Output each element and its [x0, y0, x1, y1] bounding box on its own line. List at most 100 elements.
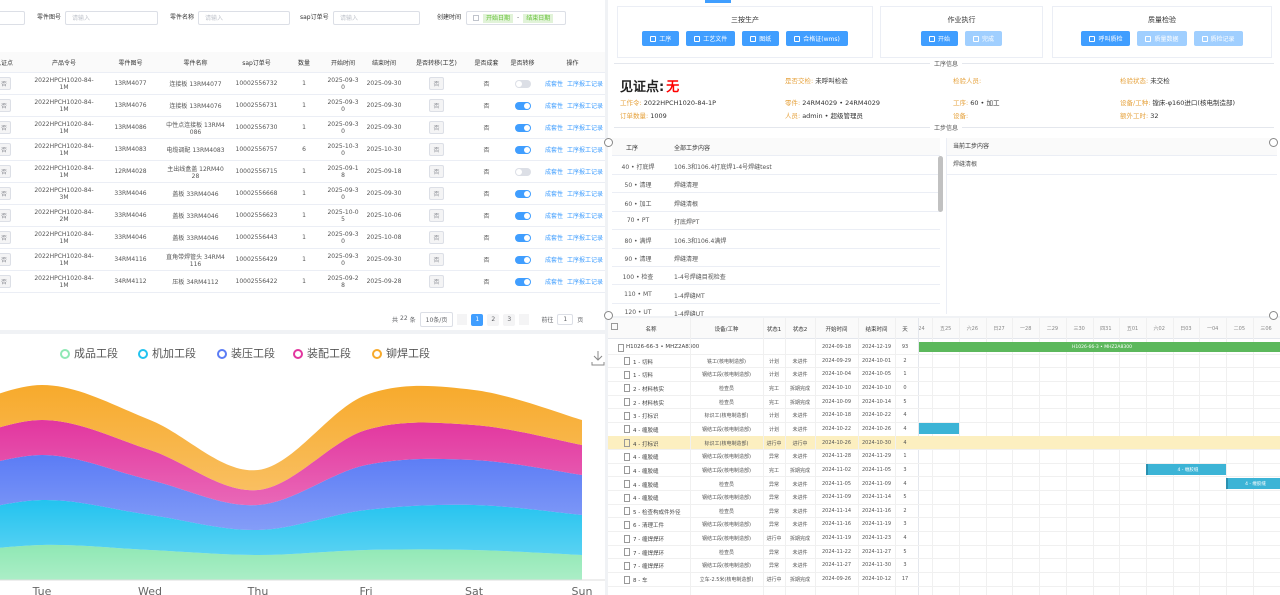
- goto-input[interactable]: 1: [557, 314, 574, 325]
- gantt-bar[interactable]: 4 - 缠胶缝: [1145, 464, 1226, 475]
- action-link[interactable]: 成套性: [545, 125, 564, 132]
- button[interactable]: 图纸: [742, 31, 780, 46]
- button[interactable]: 呼叫质检: [1081, 31, 1131, 46]
- action-link[interactable]: 成套性: [545, 235, 564, 242]
- action-link[interactable]: 工序报工记录: [567, 279, 604, 286]
- filter-input[interactable]: 请输入: [198, 11, 290, 25]
- button[interactable]: 工艺文件: [686, 31, 736, 46]
- field: 设备:: [953, 110, 968, 120]
- task-icon: [624, 357, 630, 366]
- button[interactable]: 质量数据: [1137, 31, 1187, 46]
- toggle[interactable]: [514, 189, 531, 198]
- date-range[interactable]: 开始日期 - 结束日期: [466, 11, 566, 25]
- toggle[interactable]: [514, 277, 531, 286]
- toggle[interactable]: [514, 123, 531, 132]
- button[interactable]: 开始: [920, 31, 958, 46]
- day-line: [1039, 318, 1041, 595]
- toggle[interactable]: [514, 167, 531, 176]
- task-name: 3 - 打标识: [633, 414, 659, 421]
- action-link[interactable]: 成套性: [545, 191, 564, 198]
- handle: [604, 311, 613, 320]
- action-link[interactable]: 成套性: [545, 279, 564, 286]
- action-link[interactable]: 成套性: [545, 213, 564, 220]
- task-name: 8 - 车: [633, 578, 648, 585]
- table-cell: 否: [468, 138, 505, 161]
- current-step: 当前工步内容 焊缝清根: [946, 138, 1277, 314]
- action-link[interactable]: 工序报工记录: [567, 213, 604, 220]
- field-label: 零件:: [785, 99, 801, 107]
- task-status2: 进行中: [792, 440, 808, 447]
- gantt-row: [608, 408, 1280, 423]
- action-cell: 成套性 工序报工记录: [540, 270, 605, 293]
- action-link[interactable]: 工序报工记录: [567, 103, 604, 110]
- tag: 否: [429, 99, 444, 112]
- step-code: 80 • 满焊: [624, 237, 652, 245]
- action-link[interactable]: 成套性: [545, 103, 564, 110]
- toggle[interactable]: [514, 211, 531, 220]
- field-label: 人员:: [785, 112, 801, 120]
- gantt-bar[interactable]: 4 - 缠胶缝: [1226, 478, 1280, 489]
- column-header: 零件图号: [98, 52, 163, 73]
- gantt-bar[interactable]: [919, 423, 959, 435]
- button[interactable]: 合格证(wms): [786, 31, 848, 46]
- step-row: 90 • 清理 焊缝清理: [612, 248, 940, 267]
- action-link[interactable]: 工序报工记录: [567, 169, 604, 176]
- column-header: 名称: [645, 327, 657, 333]
- toggle[interactable]: [514, 79, 531, 88]
- table-cell: 34RM4116: [98, 248, 163, 271]
- page-button[interactable]: 3: [503, 313, 516, 326]
- action-link[interactable]: 工序报工记录: [567, 81, 604, 88]
- task-days: 17: [901, 576, 909, 583]
- action-link[interactable]: 工序报工记录: [567, 191, 604, 198]
- task-start: 2024-11-14: [821, 507, 852, 514]
- table-cell: 2022HPCH1020-84-1M: [30, 270, 98, 293]
- table-cell: 电缆调配 13RM4083: [163, 138, 228, 161]
- button[interactable]: 工序: [642, 31, 680, 46]
- table-cell: 1: [285, 72, 323, 95]
- field-label: 检验状态:: [1120, 77, 1149, 85]
- action-link[interactable]: 成套性: [545, 81, 564, 88]
- action-link[interactable]: 成套性: [545, 147, 564, 154]
- column-header: 开始时间: [323, 52, 363, 73]
- action-link[interactable]: 工序报工记录: [567, 147, 604, 154]
- next-button[interactable]: [519, 314, 530, 325]
- toggle[interactable]: [514, 233, 531, 242]
- tab-indicator: [705, 0, 731, 3]
- table-cell: 10002556757: [228, 138, 285, 161]
- page-button[interactable]: 1: [471, 313, 484, 326]
- action-link[interactable]: 工序报工记录: [567, 125, 604, 132]
- button-label: 工序: [659, 36, 672, 43]
- filter-input[interactable]: 请输入: [333, 11, 420, 25]
- table-cell: 否: [468, 248, 505, 271]
- gantt-bar[interactable]: H1026-66-3 • MHZ2A8300: [919, 341, 1280, 353]
- prev-button[interactable]: [457, 314, 468, 325]
- field-label: 是否交检:: [785, 77, 814, 85]
- table-cell: 否: [405, 226, 468, 249]
- action-link[interactable]: 工序报工记录: [567, 257, 604, 264]
- witness: 见证点: 无: [620, 76, 679, 95]
- toggle[interactable]: [514, 101, 531, 110]
- page-size[interactable]: 10条/页: [419, 312, 454, 327]
- input[interactable]: [0, 11, 25, 25]
- table-cell: 33RM4046: [98, 182, 163, 205]
- toggle[interactable]: [514, 145, 531, 154]
- timeline-label: 二29: [1046, 326, 1059, 332]
- filter-input[interactable]: 请输入: [65, 11, 158, 25]
- task-days: 1: [903, 453, 907, 460]
- table-row: 否 2022HPCH1020-84-1M 34RM4116 直角带焊管头 34RM41…: [0, 248, 605, 271]
- toggle[interactable]: [514, 255, 531, 264]
- toggle-cell: [505, 138, 540, 161]
- action-link[interactable]: 工序报工记录: [567, 235, 604, 242]
- field-value: admin • 超级管理员: [802, 112, 864, 120]
- button[interactable]: 质检记录: [1193, 31, 1243, 46]
- column-header: 操作: [540, 52, 605, 73]
- action-link[interactable]: 成套性: [545, 169, 564, 176]
- field-value: 2022HPCH1020-84-1P: [643, 99, 717, 107]
- column-header: 天: [902, 327, 908, 333]
- button[interactable]: 完成: [965, 31, 1003, 46]
- toggle-cell: [505, 226, 540, 249]
- task-status1: 进行中: [766, 536, 782, 543]
- action-link[interactable]: 成套性: [545, 257, 564, 264]
- gantt-row: [608, 504, 1280, 519]
- page-button[interactable]: 2: [487, 313, 500, 326]
